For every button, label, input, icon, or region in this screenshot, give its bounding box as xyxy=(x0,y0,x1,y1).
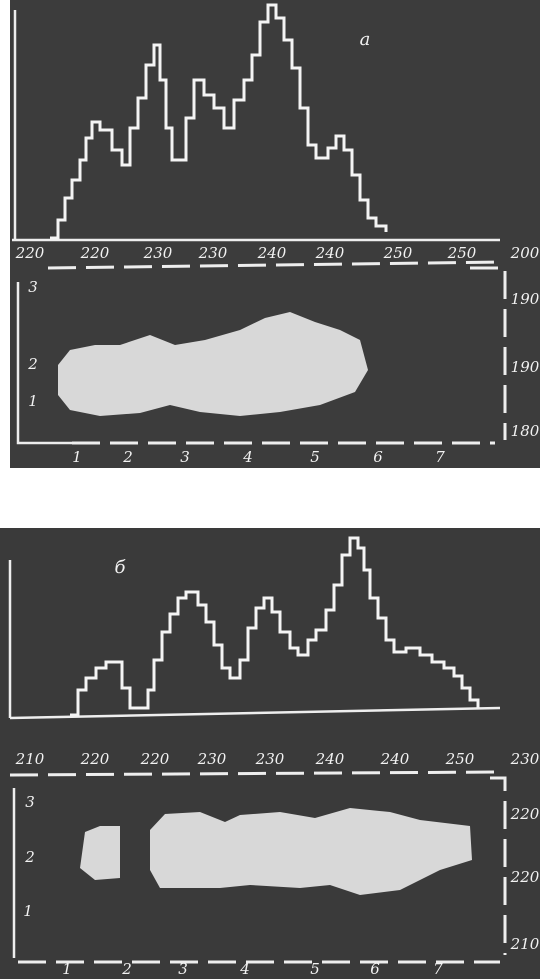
baseline xyxy=(9,706,501,720)
bottom-label: 4 xyxy=(239,960,250,978)
scale-label: 240 xyxy=(380,750,410,768)
panel-label: б xyxy=(115,557,127,578)
bottom-label: 3 xyxy=(180,448,190,466)
bottom-label: 6 xyxy=(373,448,383,466)
left-label: 3 xyxy=(28,278,38,296)
blob xyxy=(150,808,472,895)
right-label: 210 xyxy=(510,935,540,953)
left-label: 3 xyxy=(25,793,35,811)
frame-right xyxy=(470,266,507,440)
left-label: 1 xyxy=(28,392,38,410)
scale-label: 200 xyxy=(510,244,540,262)
bottom-label: 6 xyxy=(370,960,380,978)
frame-right xyxy=(490,776,507,955)
panel-label: а xyxy=(360,29,371,50)
bottom-label: 5 xyxy=(310,960,320,978)
scale-label: 240 xyxy=(315,244,345,262)
scale-label: 240 xyxy=(257,244,287,262)
scale-line xyxy=(9,770,501,777)
blob xyxy=(58,312,368,416)
right-label: 220 xyxy=(510,805,540,823)
left-label: 2 xyxy=(27,355,38,373)
scale-label: 210 xyxy=(15,750,45,768)
scale-label: 250 xyxy=(383,244,413,262)
scale-label: 220 xyxy=(80,750,110,768)
right-label: 180 xyxy=(511,422,540,440)
scale-label: 230 xyxy=(198,244,228,262)
bottom-label: 1 xyxy=(72,448,82,466)
bottom-label: 1 xyxy=(62,960,72,978)
scale-label: 220 xyxy=(15,244,45,262)
screen-b xyxy=(0,528,540,979)
right-label: 190 xyxy=(511,290,540,308)
right-label: 190 xyxy=(511,358,540,376)
bottom-label: 5 xyxy=(310,448,320,466)
bottom-label: 3 xyxy=(178,960,188,978)
scale-label: 230 xyxy=(143,244,173,262)
scale-label: 220 xyxy=(140,750,170,768)
bottom-label: 4 xyxy=(242,448,253,466)
scale-label: 230 xyxy=(197,750,227,768)
frame xyxy=(16,282,72,445)
scale-label: 240 xyxy=(315,750,345,768)
bottom-label: 7 xyxy=(435,448,445,466)
histogram xyxy=(70,536,480,717)
blob xyxy=(80,826,120,880)
right-label: 220 xyxy=(510,868,540,886)
left-label: 2 xyxy=(24,848,35,866)
scale-label: 220 xyxy=(80,244,110,262)
bottom-label: 2 xyxy=(121,960,132,978)
bottom-label: 7 xyxy=(433,960,443,978)
scale-label: 250 xyxy=(445,750,475,768)
bottom-label: 2 xyxy=(122,448,133,466)
scale-label: 230 xyxy=(255,750,285,768)
histogram xyxy=(50,3,388,240)
left-label: 1 xyxy=(23,902,33,920)
scale-label: 250 xyxy=(447,244,477,262)
scale-label: 230 xyxy=(510,750,540,768)
